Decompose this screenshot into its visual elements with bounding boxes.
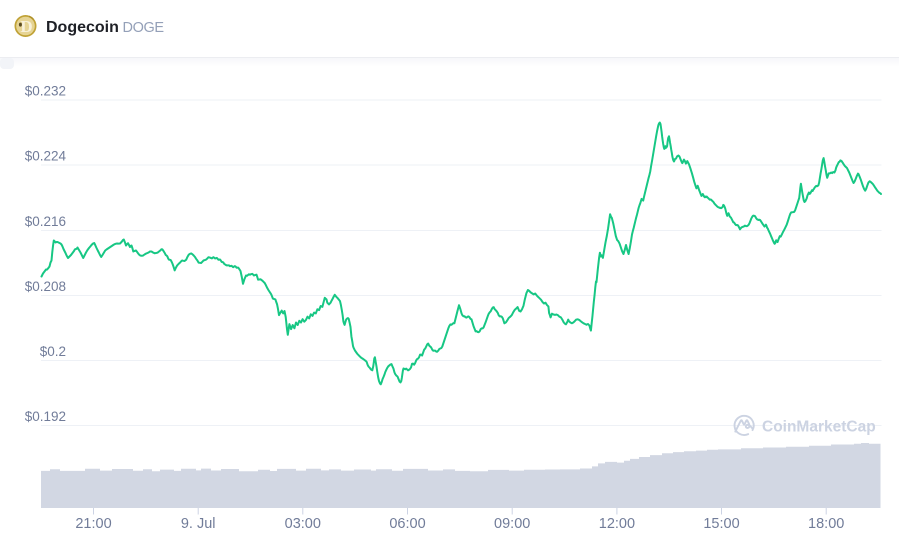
svg-text:$0.2: $0.2 [40, 344, 66, 359]
svg-text:D: D [20, 17, 32, 36]
svg-text:$0.224: $0.224 [25, 149, 67, 164]
svg-text:$0.192: $0.192 [25, 409, 66, 424]
svg-text:DOGE: DOGE [123, 20, 165, 36]
svg-text:09:00: 09:00 [494, 516, 530, 532]
svg-text:18:00: 18:00 [808, 516, 844, 532]
svg-text:$0.216: $0.216 [25, 214, 66, 229]
svg-text:$0.208: $0.208 [25, 279, 66, 294]
svg-text:Dogecoin: Dogecoin [46, 19, 119, 36]
svg-text:CoinMarketCap: CoinMarketCap [762, 419, 876, 436]
svg-text:12:00: 12:00 [599, 516, 635, 532]
svg-text:06:00: 06:00 [389, 516, 425, 532]
svg-text:21:00: 21:00 [75, 516, 111, 532]
svg-text:15:00: 15:00 [703, 516, 739, 532]
svg-text:9. Jul: 9. Jul [181, 516, 216, 532]
svg-text:$0.232: $0.232 [25, 84, 66, 99]
svg-text:03:00: 03:00 [285, 516, 321, 532]
